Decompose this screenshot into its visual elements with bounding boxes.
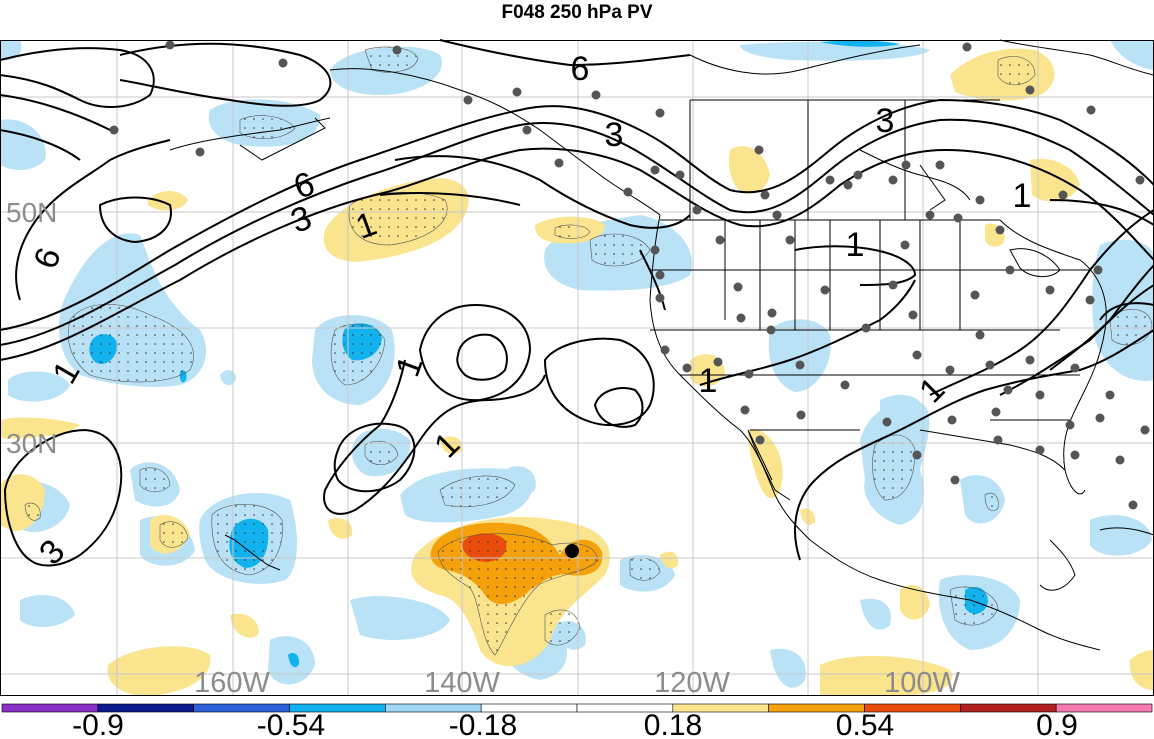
- colorbar-tick-label: -0.18: [449, 709, 517, 739]
- colorbar-labels: -0.9 -0.54 -0.18 0.18 0.54 0.9: [72, 709, 1078, 739]
- stippling: [24, 46, 1153, 656]
- contour-label: 6: [571, 50, 590, 88]
- lon-label-120w: 120W: [654, 667, 730, 699]
- contour-label: 1: [699, 362, 718, 400]
- lon-label-140w: 140W: [424, 667, 500, 699]
- colorbar-tick-label: 0.54: [836, 709, 894, 739]
- colorbar-swatch: [1055, 703, 1153, 713]
- target-location-marker: [565, 544, 579, 558]
- pv-contours: [0, 39, 1154, 567]
- lat-label-50n: 50N: [6, 197, 57, 228]
- colorbar-tick-label: 0.9: [1036, 709, 1078, 739]
- contour-label: 3: [876, 102, 895, 140]
- colorbar-tick-label: -0.9: [72, 709, 124, 739]
- station-dots: [109, 40, 1150, 510]
- colorbar: [1, 703, 1153, 713]
- lon-label-100w: 100W: [884, 667, 960, 699]
- lat-label-30n: 30N: [6, 428, 57, 459]
- contour-label: 3: [605, 116, 624, 154]
- contour-label: 1: [846, 226, 865, 264]
- map-title: F048 250 hPa PV: [501, 2, 653, 23]
- lon-label-160w: 160W: [194, 667, 270, 699]
- coastlines-borders: [169, 39, 1154, 651]
- colorbar-tick-label: -0.54: [257, 709, 325, 739]
- contour-label: 1: [1013, 177, 1032, 215]
- colorbar-tick-label: 0.18: [644, 709, 702, 739]
